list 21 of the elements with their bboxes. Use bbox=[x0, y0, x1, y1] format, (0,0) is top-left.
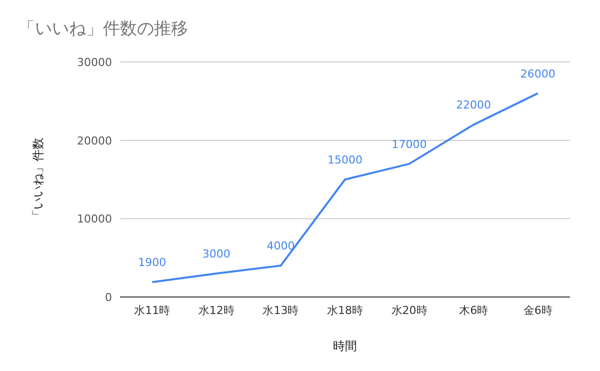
y-tick-label: 0 bbox=[105, 291, 112, 304]
y-axis-title: 「いいね」件数 bbox=[31, 138, 45, 222]
x-tick-label: 水11時 bbox=[134, 304, 170, 317]
y-tick-label: 20000 bbox=[77, 134, 112, 148]
data-label: 15000 bbox=[328, 154, 362, 166]
data-label: 3000 bbox=[202, 248, 230, 260]
x-tick-label: 木6時 bbox=[459, 304, 488, 317]
x-axis-title: 時間 bbox=[333, 339, 357, 353]
x-tick-label: 金6時 bbox=[523, 304, 552, 317]
data-label: 4000 bbox=[266, 240, 295, 253]
y-tick-label: 10000 bbox=[77, 212, 112, 226]
y-tick-label: 30000 bbox=[77, 56, 112, 69]
data-label: 22000 bbox=[456, 98, 492, 112]
x-tick-label: 水20時 bbox=[391, 304, 428, 317]
data-label: 26000 bbox=[520, 67, 556, 80]
chart-title: 「いいね」件数の推移 bbox=[18, 19, 188, 39]
x-tick-label: 水18時 bbox=[327, 304, 363, 317]
data-label: 17000 bbox=[392, 138, 427, 151]
x-tick-label: 水13時 bbox=[262, 304, 299, 317]
x-tick-label: 水12時 bbox=[198, 304, 234, 317]
data-label: 1900 bbox=[138, 256, 166, 270]
